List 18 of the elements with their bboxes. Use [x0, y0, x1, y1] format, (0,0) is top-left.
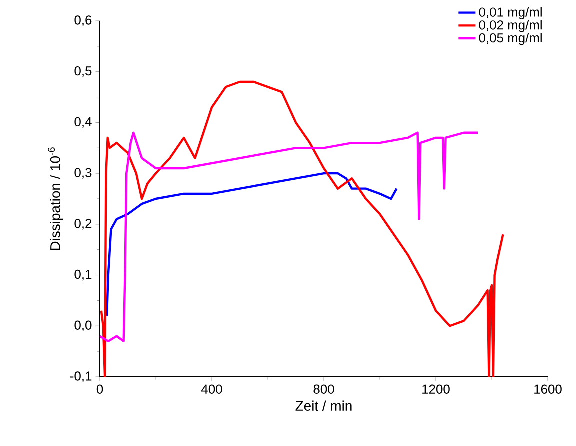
y-tick-label: 0,4 — [74, 117, 92, 128]
x-axis-title: Zeit / min — [296, 400, 352, 412]
legend-label: 0,05 mg/ml — [479, 33, 542, 46]
y-tick-label: 0,3 — [74, 168, 92, 179]
legend-label: 0,01 mg/ml — [479, 7, 542, 20]
y-tick-label: 0,2 — [74, 219, 92, 230]
x-tick-label: 800 — [314, 384, 334, 394]
y-axis-title: Dissipation / 10$^{-6}$ — [48, 148, 64, 250]
y-tick-label: 0,1 — [74, 270, 92, 281]
y-tick-label: 0,0 — [74, 320, 92, 332]
y-tick-label: -0,1 — [70, 372, 92, 382]
y-tick-label: 0,5 — [74, 66, 92, 78]
x-tick-label: 1200 — [422, 384, 450, 394]
x-tick-label: 0 — [96, 384, 104, 394]
legend-label: 0,02 mg/ml — [479, 20, 542, 32]
x-tick-label: 400 — [201, 384, 222, 394]
x-tick-label: 1600 — [534, 384, 562, 394]
y-tick-label: 0,6 — [74, 16, 92, 26]
